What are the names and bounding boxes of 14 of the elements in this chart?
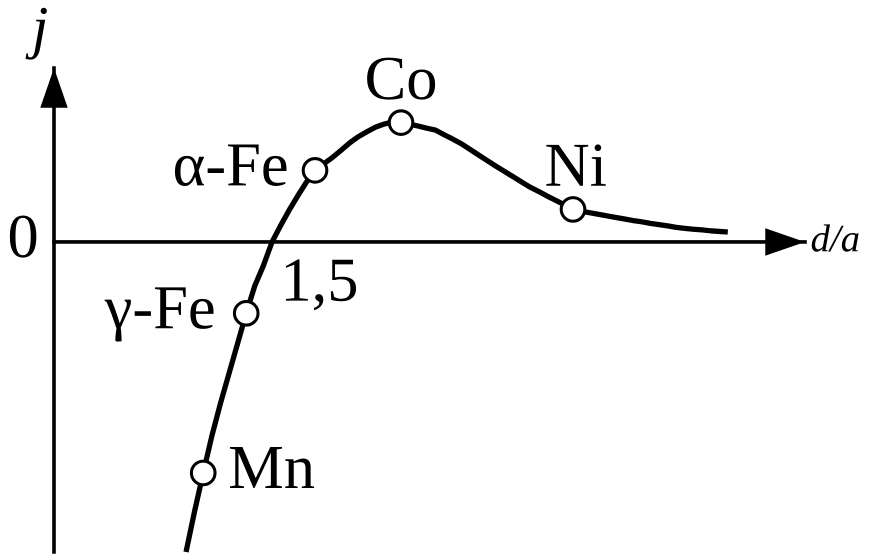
point [232, 300, 260, 327]
point [302, 157, 328, 184]
text: Co [367, 58, 436, 100]
annotation: Mn [230, 447, 314, 488]
point [190, 460, 217, 486]
point [388, 109, 414, 136]
annotation: γ-Fe [104, 287, 214, 342]
annotation: Ni [546, 144, 606, 186]
point [560, 196, 586, 223]
y-axis-title: j [26, 8, 47, 60]
annotation: 1,5 [286, 259, 356, 310]
x-axis-title: d/a [812, 224, 859, 252]
text: 0 [10, 215, 36, 258]
annotation: α-Fe [174, 144, 286, 186]
